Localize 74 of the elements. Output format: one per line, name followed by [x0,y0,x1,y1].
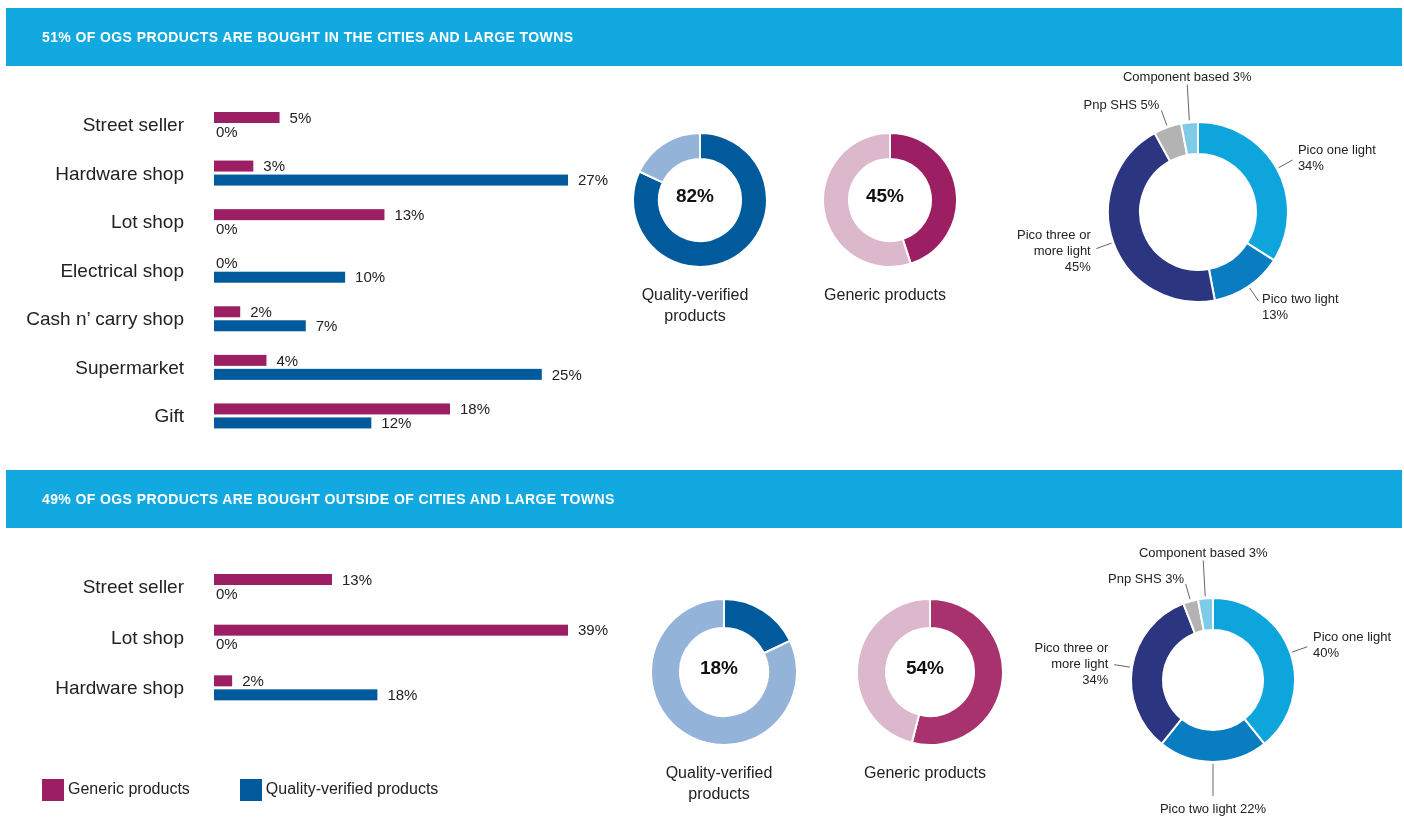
slice-label: Component based 3% [1122,69,1253,85]
data-label: 34% [1082,672,1109,688]
data-label: 13% [342,570,373,588]
slice-label: Pico two light [1262,290,1340,306]
y-tick-label: Hardware shop [55,162,184,184]
bar [214,368,542,380]
bar [214,112,280,123]
data-label: 0% [216,635,238,653]
slice-label: Pico three or more light [1034,640,1109,672]
slice-label: Pico two light 22% [1159,800,1267,816]
donut-slice [650,598,798,746]
bar [214,354,267,366]
bar [214,209,385,221]
bar [214,306,241,318]
bar [214,624,568,636]
text: 54% [905,656,945,678]
data-label: 4% [276,351,299,369]
bar [214,675,233,687]
data-label: 39% [578,621,609,639]
bar [214,417,372,429]
chart-title: 51% OF OGS PRODUCTS ARE BOUGHT IN THE CITIES AND LARGE TOWNS [6,8,1402,66]
slice-label: Pnp SHS 3% [1108,570,1185,586]
slice-label: Pico one light [1312,629,1392,645]
data-label: 0% [216,219,238,237]
data-label: 0% [216,254,238,272]
data-label: 0% [216,584,238,602]
y-tick-label: Street seller [82,114,185,136]
data-label: 0% [216,122,238,140]
bar [214,174,568,186]
bar [214,320,306,332]
y-tick-label: Hardware shop [55,677,184,699]
data-label: 3% [263,157,286,175]
data-label: 7% [315,317,338,335]
y-tick-label: Cash n’ carry shop [26,308,184,330]
text: Generic products [823,285,947,305]
bar [214,689,378,701]
y-tick-label: Lot shop [111,211,184,233]
y-tick-label: Lot shop [111,626,184,648]
text: Quality-verified products [640,285,750,326]
slice-label: Pico one light [1297,141,1377,157]
bar [214,403,450,415]
legend-label: Quality-verified products [265,780,439,798]
y-tick-label: Street seller [82,576,185,598]
data-label: 27% [578,171,609,189]
data-label: 2% [250,303,272,321]
text: Generic products [863,763,987,783]
data-label: 40% [1312,645,1340,661]
bar [214,160,254,172]
data-label: 12% [381,414,412,432]
data-label: 13% [1262,306,1289,322]
data-label: 5% [289,108,312,126]
data-label: 18% [460,400,491,418]
data-label: 25% [551,365,582,383]
y-tick-label: Electrical shop [60,259,184,281]
data-label: 2% [242,672,264,690]
bar [214,271,346,283]
data-label: 45% [1064,259,1092,275]
text: 45% [865,184,905,206]
data-label: 18% [387,686,418,704]
text: Quality-verified products [664,763,774,804]
slice-label: Pico three or more light [1017,227,1092,259]
donut-slice [632,132,768,268]
y-tick-label: Gift [154,405,185,427]
y-tick-label: Supermarket [75,356,185,378]
data-label: 34% [1297,157,1325,173]
text: 18% [699,656,739,678]
data-label: 10% [355,268,386,286]
legend-label: Generic products [68,780,190,798]
slice-label: Pnp SHS 5% [1083,97,1160,113]
chart-title: 49% OF OGS PRODUCTS ARE BOUGHT OUTSIDE OF CITIES AND LARGE TOWNS [6,470,1402,528]
slice-label: Component based 3% [1138,545,1268,560]
bar [214,574,332,585]
data-label: 13% [394,205,425,223]
text: 82% [675,184,715,206]
